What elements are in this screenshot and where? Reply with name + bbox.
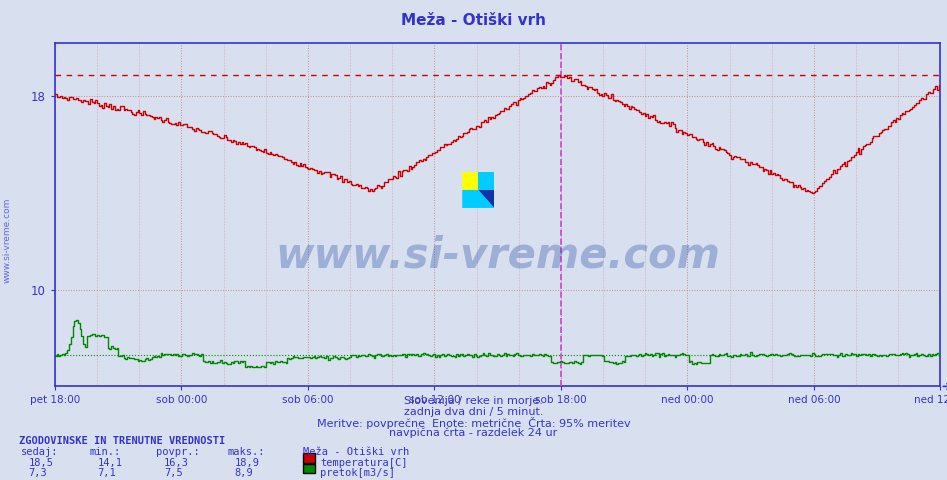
Text: maks.:: maks.: <box>227 447 265 457</box>
Text: www.si-vreme.com: www.si-vreme.com <box>3 197 12 283</box>
Text: Meritve: povprečne  Enote: metrične  Črta: 95% meritev: Meritve: povprečne Enote: metrične Črta:… <box>316 417 631 429</box>
Text: 18,9: 18,9 <box>235 458 259 468</box>
Bar <box>478 172 494 190</box>
Bar <box>462 172 478 190</box>
Text: www.si-vreme.com: www.si-vreme.com <box>276 235 720 277</box>
Text: navpična črta - razdelek 24 ur: navpična črta - razdelek 24 ur <box>389 428 558 438</box>
Text: 7,5: 7,5 <box>164 468 183 479</box>
Polygon shape <box>478 190 494 208</box>
Text: temperatura[C]: temperatura[C] <box>320 458 407 468</box>
Text: 7,3: 7,3 <box>28 468 47 479</box>
Text: zadnja dva dni / 5 minut.: zadnja dva dni / 5 minut. <box>403 407 544 417</box>
Text: sedaj:: sedaj: <box>21 447 59 457</box>
Text: Meža - Otiški vrh: Meža - Otiški vrh <box>401 13 546 28</box>
Text: ZGODOVINSKE IN TRENUTNE VREDNOSTI: ZGODOVINSKE IN TRENUTNE VREDNOSTI <box>19 436 225 446</box>
Text: 18,5: 18,5 <box>28 458 53 468</box>
Text: 14,1: 14,1 <box>98 458 122 468</box>
Text: Slovenija / reke in morje.: Slovenija / reke in morje. <box>404 396 543 406</box>
Polygon shape <box>462 190 494 208</box>
Text: 8,9: 8,9 <box>235 468 254 479</box>
Text: 16,3: 16,3 <box>164 458 188 468</box>
Text: min.:: min.: <box>90 447 121 457</box>
Text: Meža - Otiški vrh: Meža - Otiški vrh <box>303 447 409 457</box>
Text: pretok[m3/s]: pretok[m3/s] <box>320 468 395 479</box>
Text: 7,1: 7,1 <box>98 468 116 479</box>
Text: povpr.:: povpr.: <box>156 447 200 457</box>
